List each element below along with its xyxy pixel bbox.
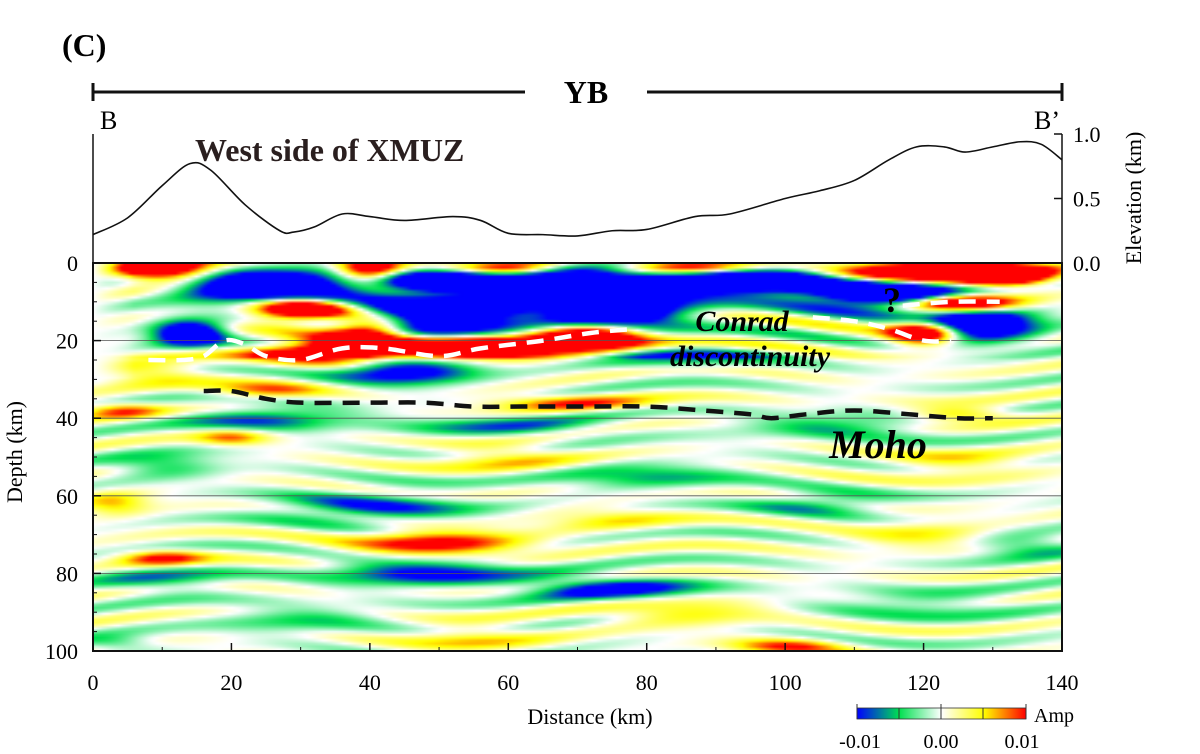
conrad-line bbox=[148, 326, 634, 363]
conrad-line bbox=[902, 299, 1000, 308]
x-axis-title: Distance (km) bbox=[527, 704, 652, 729]
x-tick-label: 100 bbox=[769, 670, 802, 695]
x-tick-label: 140 bbox=[1046, 670, 1079, 695]
elevation-ticks: 0.0 0.5 1.0 bbox=[1054, 122, 1101, 276]
panel-label: (C) bbox=[62, 27, 106, 63]
elevation-tick-label: 1.0 bbox=[1073, 122, 1101, 147]
x-tick-label: 0 bbox=[88, 670, 99, 695]
interpretation-lines bbox=[148, 299, 1000, 421]
section-label: YB bbox=[564, 74, 608, 110]
panel-label-text: (C) bbox=[62, 27, 106, 63]
x-axis-ticks: 0 20 40 60 80 100 120 140 bbox=[88, 643, 1079, 695]
y-tick-label: 60 bbox=[56, 484, 78, 509]
heatmap-area bbox=[93, 263, 1062, 651]
grid-lines bbox=[93, 340, 1062, 574]
x-tick-label: 80 bbox=[636, 670, 658, 695]
y-tick-label: 80 bbox=[56, 561, 78, 586]
elevation-axis-title: Elevation (km) bbox=[1121, 132, 1146, 265]
moho-line bbox=[203, 388, 993, 421]
moho-label: Moho bbox=[828, 422, 927, 467]
y-axis-ticks: 0 20 40 60 80 100 bbox=[45, 251, 101, 664]
conrad-label-line2: discontinuity bbox=[670, 340, 831, 373]
elevation-profile-line bbox=[92, 140, 1063, 237]
y-tick-label: 0 bbox=[67, 251, 78, 276]
elevation-tick-label: 0.0 bbox=[1073, 251, 1101, 276]
elevation-tick-label: 0.5 bbox=[1073, 187, 1101, 212]
endpoint-right-label: B’ bbox=[1034, 106, 1060, 135]
colorbar-tick-label: 0.01 bbox=[1005, 731, 1040, 753]
x-tick-label: 20 bbox=[220, 670, 242, 695]
colorbar-title: Amp bbox=[1034, 705, 1074, 727]
y-tick-label: 40 bbox=[56, 406, 78, 431]
colorbar-tick-label: 0.00 bbox=[924, 731, 959, 753]
y-axis-title: Depth (km) bbox=[2, 401, 27, 503]
x-tick-label: 120 bbox=[907, 670, 940, 695]
y-tick-label: 100 bbox=[45, 639, 78, 664]
colorbar-tick-label: -0.01 bbox=[839, 731, 881, 753]
x-tick-label: 60 bbox=[497, 670, 519, 695]
question-mark: ? bbox=[883, 280, 901, 320]
conrad-label-line1: Conrad bbox=[695, 305, 789, 338]
y-tick-label: 20 bbox=[56, 329, 78, 354]
conrad-line bbox=[812, 315, 952, 344]
heatmap-image bbox=[93, 263, 1062, 651]
colorbar: Amp -0.01 0.00 0.01 bbox=[839, 704, 1074, 753]
section-bar: YB bbox=[91, 74, 1064, 110]
endpoint-left-label: B bbox=[100, 106, 117, 135]
region-label: West side of XMUZ bbox=[195, 132, 464, 168]
x-tick-label: 40 bbox=[359, 670, 381, 695]
